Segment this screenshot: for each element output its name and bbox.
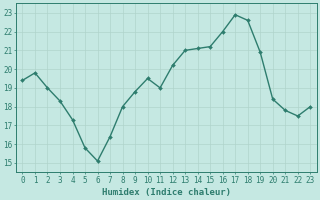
X-axis label: Humidex (Indice chaleur): Humidex (Indice chaleur) [102,188,231,197]
